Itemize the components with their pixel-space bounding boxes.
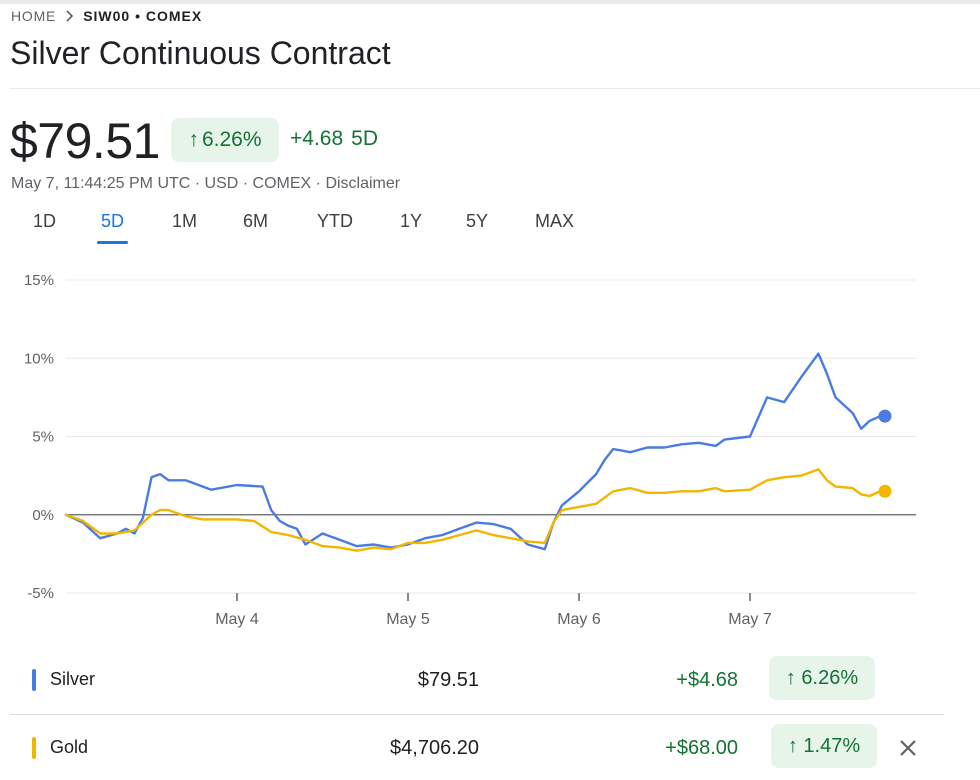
chevron-right-icon — [65, 10, 75, 22]
arrow-up-icon: ↑ — [785, 666, 796, 689]
series-line-gold — [64, 468, 882, 552]
change-period: 5D — [351, 127, 378, 150]
disclaimer-link[interactable]: Disclaimer — [325, 175, 401, 192]
legend-name: Gold — [50, 737, 89, 757]
legend-price: $79.51 — [417, 669, 479, 691]
legend-row-silver[interactable]: Silver $79.51 +$4.68 ↑ 6.26% — [10, 652, 944, 708]
quote-meta: May 7, 11:44:25 PM UTC · USD · COMEX · D… — [11, 175, 400, 193]
legend-change-badge: ↑ 1.47% — [771, 724, 877, 768]
series-end-dot-silver — [878, 409, 892, 423]
page-title: Silver Continuous Contract — [10, 35, 391, 71]
legend-row-gold[interactable]: Gold $4,706.20 +$68.00 ↑ 1.47% — [10, 720, 944, 776]
tab-1d[interactable]: 1D — [33, 211, 57, 231]
breadcrumb-home-link[interactable]: HOME — [11, 8, 57, 24]
tab-ytd[interactable]: YTD — [317, 211, 353, 231]
header-divider — [10, 88, 980, 89]
arrow-up-icon: ↑ — [787, 734, 798, 757]
tab-6m[interactable]: 6M — [243, 211, 269, 231]
top-border — [0, 0, 980, 4]
tab-max[interactable]: MAX — [535, 211, 575, 231]
x-tick-label: May 5 — [386, 611, 430, 628]
gold-color-swatch — [32, 737, 36, 759]
legend-change-badge: ↑ 6.26% — [769, 656, 875, 700]
x-tick-label: May 6 — [557, 611, 601, 628]
legend-change-pct: 6.26% — [801, 666, 859, 689]
change-absolute: +4.68 5D — [290, 127, 378, 151]
silver-color-swatch — [32, 669, 36, 691]
breadcrumb-current: SIW00 • COMEX — [83, 8, 203, 24]
y-tick-label: 15% — [24, 272, 54, 289]
change-percent-value: 6.26% — [201, 128, 262, 151]
tab-1y[interactable]: 1Y — [400, 211, 423, 231]
legend-change-abs: +$68.00 — [665, 737, 738, 759]
tab-5d[interactable]: 5D — [96, 211, 129, 244]
change-percent-badge: ↑ 6.26% — [171, 118, 279, 162]
legend-divider — [10, 714, 944, 715]
tab-1m[interactable]: 1M — [172, 211, 198, 231]
y-tick-label: 5% — [32, 429, 54, 446]
tab-5y[interactable]: 5Y — [466, 211, 489, 231]
x-tick-label: May 4 — [215, 611, 259, 628]
price-chart[interactable]: 15% 10% 5% 0% -5% May 4 May 5 May 6 May 7 — [0, 255, 980, 635]
close-icon — [900, 740, 916, 756]
y-tick-label: 10% — [24, 350, 54, 367]
legend-change-pct: 1.47% — [803, 734, 861, 757]
legend-price: $4,706.20 — [390, 737, 479, 759]
current-price: $79.51 — [10, 113, 160, 169]
legend-name: Silver — [50, 669, 96, 689]
y-tick-label: -5% — [27, 585, 54, 602]
quote-timestamp: May 7, 11:44:25 PM UTC · USD · COMEX · — [11, 175, 326, 192]
series-line-silver — [64, 352, 882, 551]
series-end-dot-gold — [878, 484, 892, 498]
breadcrumb: HOME SIW00 • COMEX — [11, 8, 202, 24]
x-tick-label: May 7 — [728, 611, 772, 628]
arrow-up-icon: ↑ — [188, 128, 199, 151]
legend-change-abs: +$4.68 — [676, 669, 738, 691]
remove-comparison-button[interactable] — [894, 734, 922, 762]
change-absolute-value: +4.68 — [290, 127, 344, 150]
y-tick-label: 0% — [32, 507, 54, 524]
